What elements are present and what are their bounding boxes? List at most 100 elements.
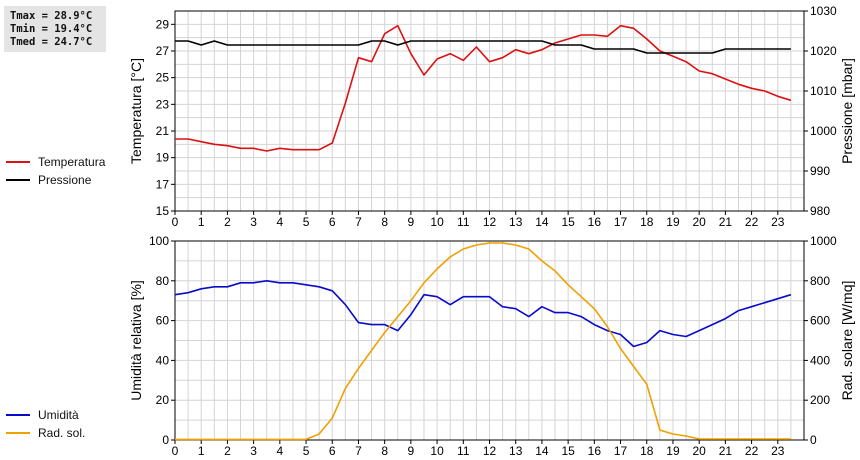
legend-label-pressione: Pressione xyxy=(38,173,92,187)
x-tick-label: 10 xyxy=(430,215,444,229)
x-tick-label: 2 xyxy=(224,215,231,229)
x-tick-label: 1 xyxy=(198,444,205,458)
chart-bottom: 0 1 2 3 4 5 6 7 8 9 10 11 12 13 14 15 16 17 18 19 20 21 22 2302… xyxy=(128,234,855,458)
y-right-tick-label: 1020 xyxy=(810,44,837,58)
x-tick-label: 3 xyxy=(250,444,257,458)
legend-item-pressione: Pressione xyxy=(6,171,105,189)
y-right-axis-label: Rad. solare [W/mq] xyxy=(839,281,855,401)
x-tick-label: 10 xyxy=(430,444,444,458)
y-left-tick-label: 40 xyxy=(156,353,170,367)
x-tick-label: 15 xyxy=(561,444,575,458)
y-left-tick-label: 29 xyxy=(156,17,170,31)
x-tick-label: 23 xyxy=(771,444,785,458)
x-tick-label: 19 xyxy=(666,215,680,229)
x-tick-label: 23 xyxy=(771,215,785,229)
x-tick-label: 6 xyxy=(329,215,336,229)
stat-tmax: Tmax = 28.9°C xyxy=(10,10,93,22)
x-tick-label: 13 xyxy=(509,444,523,458)
x-tick-label: 2 xyxy=(224,444,231,458)
x-tick-label: 5 xyxy=(303,215,310,229)
x-tick-label: 5 xyxy=(303,444,310,458)
y-left-tick-label: 15 xyxy=(156,204,170,218)
y-left-axis-label: Umidità relativa [%] xyxy=(128,280,144,401)
y-left-tick-label: 100 xyxy=(149,234,169,248)
legend-top: Temperatura Pressione xyxy=(6,153,105,189)
x-tick-label: 18 xyxy=(640,444,654,458)
x-tick-label: 9 xyxy=(408,444,415,458)
x-tick-label: 8 xyxy=(381,444,388,458)
y-left-tick-label: 60 xyxy=(156,314,170,328)
legend-item-umidita: Umidità xyxy=(6,406,85,424)
x-tick-label: 7 xyxy=(355,444,362,458)
y-right-tick-label: 1000 xyxy=(810,124,837,138)
stats-box: Tmax = 28.9°C Tmin = 19.4°C Tmed = 24.7°… xyxy=(4,6,106,52)
y-right-tick-label: 800 xyxy=(810,274,830,288)
y-left-tick-label: 17 xyxy=(156,177,170,191)
legend-label-radsol: Rad. sol. xyxy=(38,426,86,440)
x-tick-label: 9 xyxy=(408,215,415,229)
x-tick-label: 17 xyxy=(614,444,628,458)
y-left-tick-label: 21 xyxy=(156,124,170,138)
x-tick-label: 14 xyxy=(535,444,549,458)
legend-swatch-umidita xyxy=(6,414,30,416)
y-left-tick-label: 0 xyxy=(162,433,169,447)
legend-bottom: Umidità Rad. sol. xyxy=(6,406,85,442)
x-tick-label: 11 xyxy=(457,444,470,458)
x-tick-label: 3 xyxy=(250,215,257,229)
y-right-tick-label: 1030 xyxy=(810,4,837,18)
y-left-tick-label: 27 xyxy=(156,44,170,58)
stat-tmin: Tmin = 19.4°C xyxy=(10,23,93,35)
x-tick-label: 21 xyxy=(719,444,733,458)
y-right-tick-label: 1010 xyxy=(810,84,837,98)
x-tick-label: 18 xyxy=(640,215,654,229)
x-tick-label: 22 xyxy=(745,444,759,458)
x-tick-label: 13 xyxy=(509,215,523,229)
y-left-axis-label: Temperatura [°C] xyxy=(128,58,144,164)
x-tick-label: 12 xyxy=(483,444,497,458)
y-left-tick-label: 20 xyxy=(156,393,170,407)
x-tick-label: 6 xyxy=(329,444,336,458)
y-right-tick-label: 0 xyxy=(810,433,817,447)
x-tick-label: 21 xyxy=(719,215,733,229)
series-line-rad-sol xyxy=(175,242,791,441)
y-right-tick-label: 600 xyxy=(810,314,830,328)
y-right-tick-label: 990 xyxy=(810,164,830,178)
x-tick-label: 4 xyxy=(276,215,283,229)
y-right-tick-label: 1000 xyxy=(810,234,837,248)
series-line-temperatura xyxy=(175,24,792,152)
y-left-tick-label: 25 xyxy=(156,71,170,85)
x-tick-label: 16 xyxy=(588,444,602,458)
x-tick-label: 14 xyxy=(535,215,549,229)
legend-swatch-temperatura xyxy=(6,161,30,163)
x-tick-label: 15 xyxy=(561,215,575,229)
legend-label-umidita: Umidità xyxy=(38,408,79,422)
y-right-axis-label: Pressione [mbar] xyxy=(839,58,855,164)
x-tick-label: 22 xyxy=(745,215,759,229)
legend-swatch-pressione xyxy=(6,179,30,181)
x-tick-label: 19 xyxy=(666,444,680,458)
x-tick-label: 12 xyxy=(483,215,497,229)
x-tick-label: 0 xyxy=(172,444,179,458)
legend-item-radsol: Rad. sol. xyxy=(6,424,85,442)
x-tick-label: 1 xyxy=(198,215,205,229)
x-tick-label: 0 xyxy=(172,215,179,229)
x-tick-label: 16 xyxy=(588,215,602,229)
x-tick-label: 20 xyxy=(692,444,706,458)
x-tick-label: 11 xyxy=(457,215,470,229)
stat-tmed: Tmed = 24.7°C xyxy=(10,36,93,48)
y-right-tick-label: 980 xyxy=(810,204,830,218)
chart-top: 0 1 2 3 4 5 6 7 8 9 10 11 12 13 14 15 16 17 18 19 20 21 22 2315… xyxy=(128,4,855,229)
y-left-tick-label: 19 xyxy=(156,151,170,165)
legend-label-temperatura: Temperatura xyxy=(38,155,106,169)
y-left-tick-label: 23 xyxy=(156,97,170,111)
series-line-pressione xyxy=(175,40,791,54)
legend-swatch-radsol xyxy=(6,432,30,434)
series-line-umidit xyxy=(174,279,792,348)
y-left-tick-label: 80 xyxy=(156,274,170,288)
y-right-tick-label: 400 xyxy=(810,353,830,367)
y-right-tick-label: 200 xyxy=(810,393,830,407)
legend-item-temperatura: Temperatura xyxy=(6,153,105,171)
x-tick-label: 8 xyxy=(381,215,388,229)
x-tick-label: 4 xyxy=(276,444,283,458)
